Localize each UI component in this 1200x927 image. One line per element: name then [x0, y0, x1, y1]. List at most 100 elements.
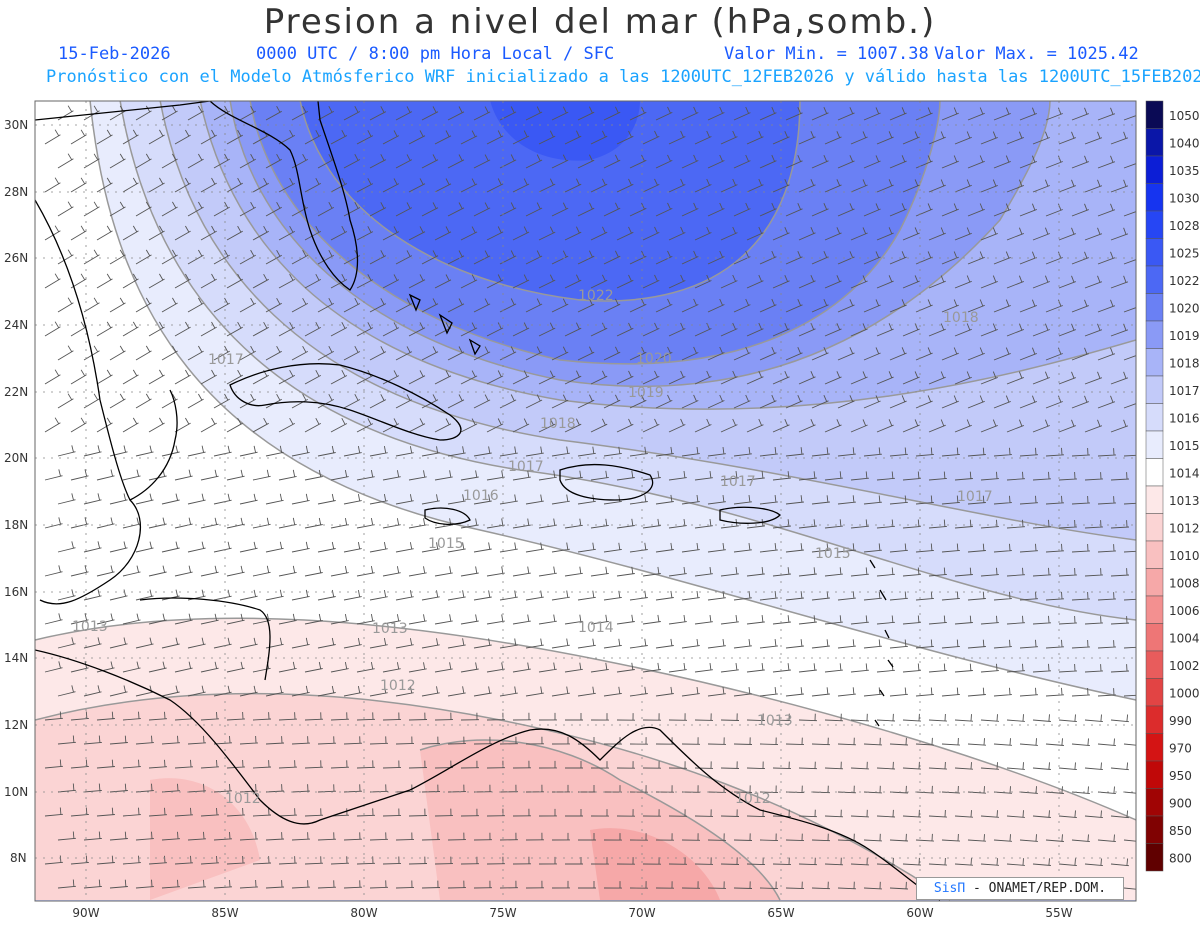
colorbar-label: 1012 [1169, 522, 1200, 536]
colorbar-label: 1019 [1169, 329, 1200, 343]
colorbar-swatch [1145, 375, 1164, 404]
contour-label: 1015 [428, 536, 464, 552]
lat-label: 10N [4, 785, 28, 799]
credit-box: SisΠ - ONAMET/REP.DOM. [916, 877, 1124, 900]
lon-label: 55W [1045, 906, 1072, 920]
bahamas-2 [438, 313, 453, 335]
lon-label: 85W [211, 906, 238, 920]
lat-label: 20N [4, 451, 28, 465]
colorbar-label: 1014 [1169, 467, 1200, 481]
max-value: Valor Max. = 1025.42 [934, 44, 1139, 64]
wind-barb-paths [44, 105, 1136, 891]
colorbar-swatch [1145, 843, 1164, 872]
lon-label: 80W [350, 906, 377, 920]
contour-label: 1019 [628, 385, 664, 401]
contour-label: 1017 [208, 352, 244, 368]
lon-label: 65W [767, 906, 794, 920]
colorbar-swatch [1145, 348, 1164, 377]
colorbar-label: 1040 [1169, 137, 1200, 151]
colorbar-swatch [1145, 265, 1164, 294]
credit-text: - ONAMET/REP.DOM. [965, 881, 1107, 896]
lat-lon-grid [35, 101, 1136, 901]
colorbar-swatch [1145, 595, 1164, 624]
colorbar-swatch [1145, 210, 1164, 239]
cuba [229, 363, 462, 441]
jamaica [424, 507, 471, 525]
lat-label: 28N [4, 185, 28, 199]
colorbar-label: 950 [1169, 769, 1192, 783]
colorbar-label: 1017 [1169, 384, 1200, 398]
contour-labels: 1022 1020 1019 1018 1018 1017 1017 1017 … [72, 288, 993, 807]
contour-label: 1020 [636, 351, 672, 367]
colorbar-swatch [1145, 760, 1164, 789]
lon-axis: 90W 85W 80W 75W 70W 65W 60W 55W [72, 906, 1072, 920]
yucatan [39, 499, 142, 605]
hispaniola [559, 463, 654, 501]
colorbar-swatch [1145, 403, 1164, 432]
colorbar-label: 900 [1169, 797, 1192, 811]
bahamas-1 [408, 293, 421, 312]
colorbar: 1050 1040 1035 1030 1028 1025 1022 1020 1019 1018… [1145, 100, 1200, 872]
colorbar-label: 990 [1169, 714, 1192, 728]
colorbar-label: 1030 [1169, 192, 1200, 206]
wind-barbs [44, 105, 1136, 891]
lat-label: 16N [4, 585, 28, 599]
contour-label: 1017 [957, 489, 993, 505]
lon-label: 75W [489, 906, 516, 920]
lat-label: 14N [4, 651, 28, 665]
colorbar-swatch [1145, 733, 1164, 762]
model-subtitle: Pronóstico con el Modelo Atmósferico WRF… [46, 67, 1200, 87]
colorbar-swatch [1145, 513, 1164, 542]
florida-coast [209, 101, 359, 291]
colorbar-label: 1010 [1169, 549, 1200, 563]
colorbar-label: 1015 [1169, 439, 1200, 453]
contour-label: 1013 [372, 621, 408, 637]
colorbar-swatch [1145, 100, 1164, 129]
colorbar-swatch [1145, 485, 1164, 514]
lon-label: 90W [72, 906, 99, 920]
lat-label: 12N [4, 718, 28, 732]
colorbar-swatch [1145, 320, 1164, 349]
puerto-rico [719, 506, 781, 524]
colorbar-label: 970 [1169, 742, 1192, 756]
colorbar-swatch [1145, 293, 1164, 322]
colorbar-label: 1022 [1169, 274, 1200, 288]
contour-label: 1012 [735, 791, 771, 807]
us-gulf-coast [35, 101, 211, 121]
colorbar-label: 1016 [1169, 412, 1200, 426]
colorbar-swatch [1145, 788, 1164, 817]
contour-label: 1014 [578, 620, 614, 636]
pressure-map: 1022 1020 1019 1018 1018 1017 1017 1017 … [4, 100, 1200, 920]
colorbar-swatch [1145, 128, 1164, 157]
coastlines [35, 101, 941, 901]
colorbar-swatch [1145, 183, 1164, 212]
contour-label: 1018 [943, 310, 979, 326]
contour-label: 1017 [720, 474, 756, 490]
contour-label: 1016 [463, 488, 499, 504]
colorbar-swatch [1145, 678, 1164, 707]
lon-label: 60W [906, 906, 933, 920]
colorbar-swatch [1145, 568, 1164, 597]
colorbar-label: 1006 [1169, 604, 1200, 618]
lat-label: 8N [10, 851, 27, 865]
mexico-coast [35, 199, 178, 501]
colorbar-label: 1013 [1169, 494, 1200, 508]
lat-label: 30N [4, 118, 28, 132]
lat-axis: 30N 28N 26N 24N 22N 20N 18N 16N 14N 12N … [4, 118, 28, 865]
colorbar-swatch [1145, 623, 1164, 652]
map-title: Presion a nivel del mar (hPa,somb.) [263, 2, 937, 42]
contour-label: 1017 [508, 459, 544, 475]
lat-label: 22N [4, 385, 28, 399]
band-1022 [300, 101, 800, 301]
lon-label: 70W [628, 906, 655, 920]
contour-label: 1013 [72, 619, 108, 635]
brand-logo-text: SisΠ [933, 881, 966, 896]
colorbar-label: 800 [1169, 852, 1192, 866]
colorbar-label: 1035 [1169, 164, 1200, 178]
colorbar-swatch [1145, 458, 1164, 487]
colorbar-label: 1002 [1169, 659, 1200, 673]
honduras-coast [139, 597, 271, 681]
colorbar-swatch [1145, 815, 1164, 844]
colorbar-label: 1025 [1169, 247, 1200, 261]
colorbar-swatch [1145, 155, 1164, 184]
